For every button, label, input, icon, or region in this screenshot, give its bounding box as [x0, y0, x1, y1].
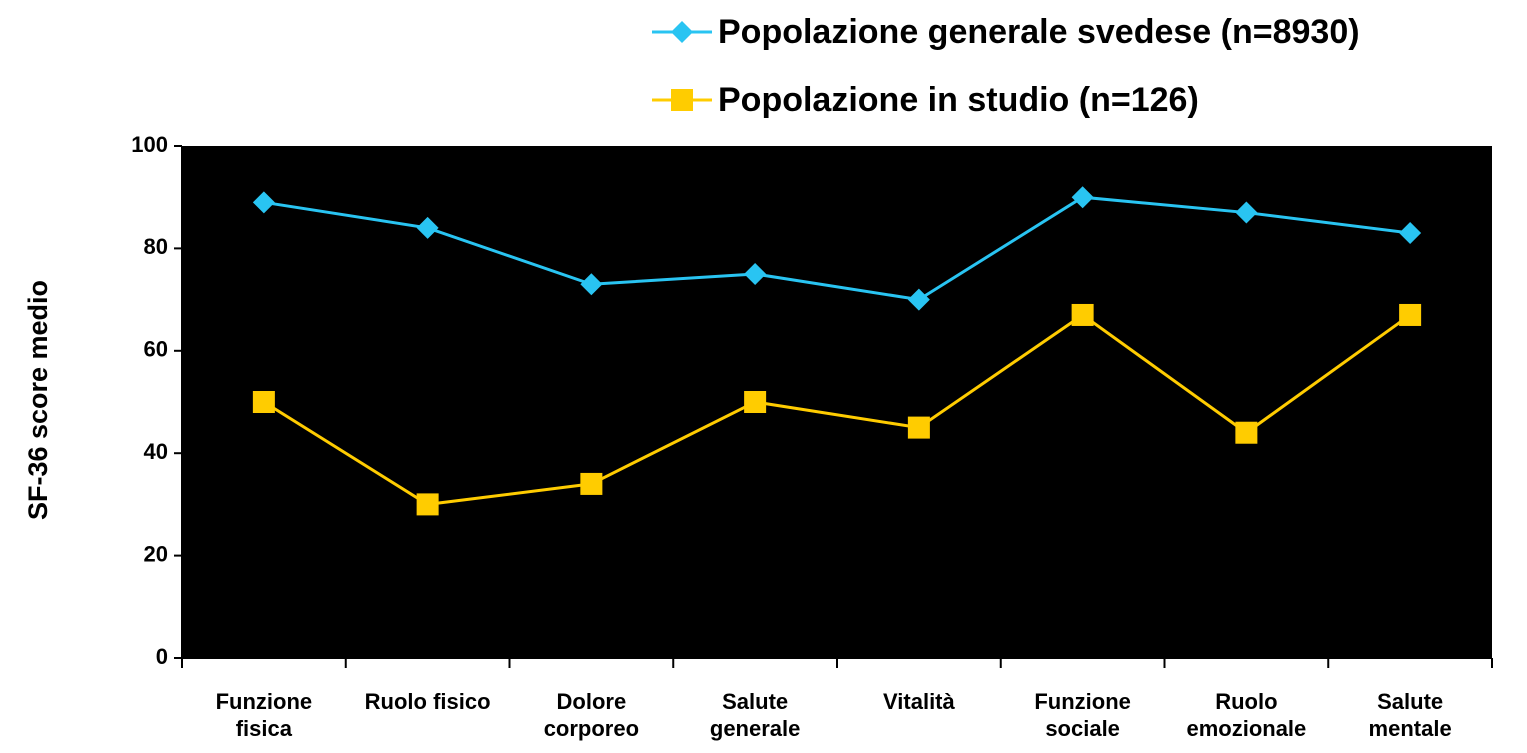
- x-tick-label: Ruolo fisico: [364, 689, 491, 714]
- marker: [416, 216, 439, 239]
- marker: [252, 391, 275, 413]
- x-tick-label: Ruolo emozionale: [1186, 689, 1307, 741]
- marker: [1235, 421, 1258, 444]
- legend-marker: [671, 21, 693, 43]
- marker: [416, 493, 439, 516]
- y-axis-label: SF-36 score medio: [23, 280, 53, 520]
- marker: [1235, 201, 1258, 224]
- marker: [1399, 222, 1422, 245]
- marker: [1071, 303, 1094, 326]
- y-tick-label: 60: [144, 337, 168, 362]
- series-line: [263, 195, 1411, 302]
- y-tick-label: 20: [144, 541, 168, 566]
- x-tick-label: Funzione sociale: [1034, 689, 1131, 741]
- y-tick-label: 80: [144, 234, 168, 259]
- marker: [580, 472, 603, 495]
- x-tick-label: Salute generale: [709, 689, 801, 741]
- marker: [1071, 186, 1094, 209]
- marker: [252, 191, 275, 214]
- x-tick-label: Vitalità: [883, 689, 955, 714]
- legend-marker: [671, 89, 693, 111]
- legend-label: Popolazione in studio (n=126): [718, 81, 1199, 119]
- marker: [907, 416, 930, 439]
- marker: [580, 273, 603, 296]
- marker: [744, 263, 767, 285]
- y-tick-label: 40: [144, 439, 168, 464]
- legend-label: Popolazione generale svedese (n=8930): [718, 13, 1360, 51]
- y-tick-label: 0: [156, 644, 168, 669]
- y-tick-label: 100: [131, 132, 168, 157]
- series-line: [263, 313, 1412, 506]
- x-tick-label: Salute mentale: [1368, 689, 1452, 741]
- x-tick-label: Funzione fisica: [215, 689, 313, 741]
- marker: [907, 288, 930, 311]
- marker: [1399, 303, 1422, 326]
- plot-area: [182, 146, 1492, 658]
- marker: [744, 391, 767, 413]
- x-tick-label: Dolore corporeo: [543, 689, 640, 741]
